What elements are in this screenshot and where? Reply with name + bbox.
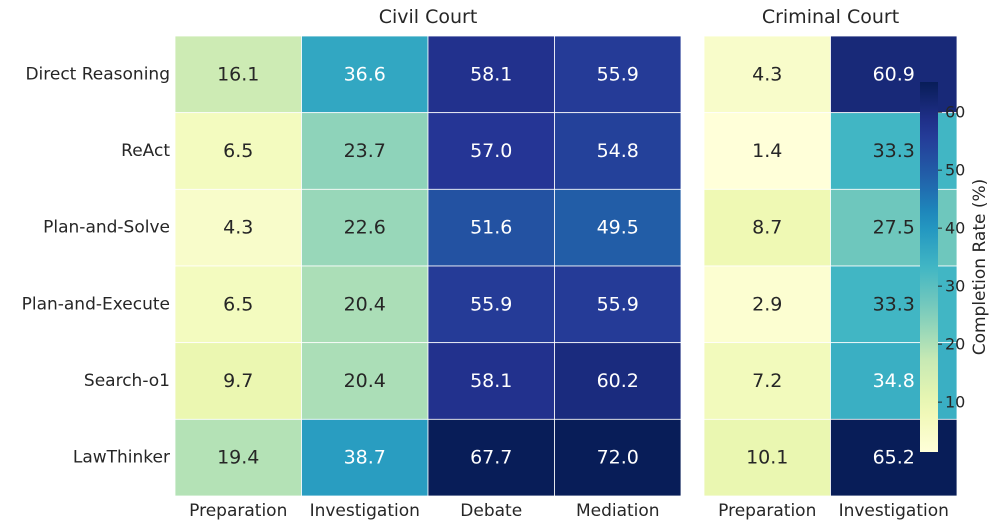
colorbar-gradient bbox=[920, 82, 938, 452]
heatmap-cell bbox=[174, 35, 302, 114]
cell-value-label: 23.7 bbox=[344, 140, 386, 162]
heatmap-cell bbox=[301, 265, 429, 344]
row-label: Direct Reasoning bbox=[25, 64, 170, 84]
heatmap-cell bbox=[427, 35, 555, 114]
cell-value-label: 65.2 bbox=[873, 447, 915, 469]
column-label: Preparation bbox=[189, 501, 287, 521]
column-label: Investigation bbox=[839, 501, 949, 521]
heatmap-cell bbox=[554, 35, 682, 114]
heatmap-cell bbox=[554, 265, 682, 344]
cell-value-label: 60.2 bbox=[597, 370, 639, 392]
cell-value-label: 58.1 bbox=[470, 370, 512, 392]
cell-value-label: 58.1 bbox=[470, 63, 512, 85]
heatmap-cell bbox=[301, 342, 429, 420]
row-label: ReAct bbox=[121, 141, 170, 161]
cell-value-label: 2.9 bbox=[752, 293, 782, 315]
cell-value-label: 20.4 bbox=[344, 370, 386, 392]
cell-value-label: 57.0 bbox=[470, 140, 512, 162]
colorbar-label: Completion Rate (%) bbox=[970, 179, 990, 356]
colorbar-tick-label: 50 bbox=[945, 161, 965, 180]
cell-value-label: 33.3 bbox=[873, 293, 915, 315]
heatmap-cell bbox=[703, 35, 831, 114]
cell-value-label: 27.5 bbox=[873, 217, 915, 239]
cell-value-label: 55.9 bbox=[470, 293, 512, 315]
cell-value-label: 19.4 bbox=[217, 447, 259, 469]
heatmap-cell bbox=[174, 342, 302, 420]
cell-value-label: 55.9 bbox=[597, 63, 639, 85]
cell-value-label: 6.5 bbox=[223, 293, 253, 315]
cell-value-label: 49.5 bbox=[597, 217, 639, 239]
heatmap-cell bbox=[301, 112, 429, 190]
row-label: Search-o1 bbox=[84, 371, 170, 391]
cell-value-label: 22.6 bbox=[344, 217, 386, 239]
colorbar-tick-label: 30 bbox=[945, 277, 965, 296]
heatmap-cell bbox=[554, 418, 682, 497]
cell-value-label: 10.1 bbox=[746, 447, 788, 469]
cell-value-label: 20.4 bbox=[344, 293, 386, 315]
heatmap-cell bbox=[174, 265, 302, 344]
heatmap-panel: 4.3 60.9 1.4 33.3 8.7 27.5 2.9 33.3 7.2 34.8 10.1 6… bbox=[703, 35, 958, 497]
cell-value-label: 9.7 bbox=[223, 370, 253, 392]
heatmap-cell bbox=[703, 112, 831, 190]
cell-value-label: 34.8 bbox=[873, 370, 915, 392]
cell-value-label: 51.6 bbox=[470, 217, 512, 239]
column-label: Preparation bbox=[718, 501, 816, 521]
row-label: Plan-and-Solve bbox=[43, 218, 170, 238]
heatmap-cell bbox=[703, 265, 831, 344]
heatmap-cell bbox=[427, 265, 555, 344]
row-label: LawThinker bbox=[73, 448, 170, 468]
colorbar-tick-label: 60 bbox=[945, 103, 965, 122]
cell-value-label: 4.3 bbox=[223, 217, 253, 239]
cell-value-label: 33.3 bbox=[873, 140, 915, 162]
heatmap-cell bbox=[554, 342, 682, 420]
heatmap-cell bbox=[703, 188, 831, 267]
heatmap-cell bbox=[554, 112, 682, 190]
cell-value-label: 72.0 bbox=[597, 447, 639, 469]
cell-value-label: 8.7 bbox=[752, 217, 782, 239]
heatmap-cell bbox=[174, 418, 302, 497]
heatmap-cell bbox=[427, 342, 555, 420]
column-label: Debate bbox=[460, 501, 522, 521]
cell-value-label: 60.9 bbox=[873, 63, 915, 85]
row-label: Plan-and-Execute bbox=[22, 294, 170, 314]
heatmap-cell bbox=[301, 188, 429, 267]
heatmap-cell bbox=[174, 112, 302, 190]
cell-value-label: 38.7 bbox=[344, 447, 386, 469]
cell-value-label: 54.8 bbox=[597, 140, 639, 162]
colorbar-tick-label: 20 bbox=[945, 335, 965, 354]
heatmap-cell bbox=[427, 418, 555, 497]
cell-value-label: 6.5 bbox=[223, 140, 253, 162]
heatmap-cell bbox=[554, 188, 682, 267]
colorbar-tick-label: 10 bbox=[945, 393, 965, 412]
heatmap-cell bbox=[703, 418, 831, 497]
heatmap-panel: 16.1 36.6 58.1 55.9 6.5 23.7 57.0 54.8 4.3 22.6 51… bbox=[174, 35, 682, 497]
cell-value-label: 16.1 bbox=[217, 63, 259, 85]
heatmap-cell bbox=[301, 418, 429, 497]
cell-value-label: 67.7 bbox=[470, 447, 512, 469]
cell-value-label: 1.4 bbox=[752, 140, 782, 162]
cell-value-label: 55.9 bbox=[597, 293, 639, 315]
cell-value-label: 4.3 bbox=[752, 63, 782, 85]
heatmap-cell bbox=[301, 35, 429, 114]
column-label: Mediation bbox=[576, 501, 660, 521]
cell-value-label: 36.6 bbox=[344, 63, 386, 85]
column-label: Investigation bbox=[310, 501, 420, 521]
panel-title: Criminal Court bbox=[762, 6, 899, 28]
colorbar-tick-label: 40 bbox=[945, 219, 965, 238]
panel-title: Civil Court bbox=[379, 6, 478, 28]
cell-value-label: 7.2 bbox=[752, 370, 782, 392]
heatmap-cell bbox=[830, 35, 958, 114]
